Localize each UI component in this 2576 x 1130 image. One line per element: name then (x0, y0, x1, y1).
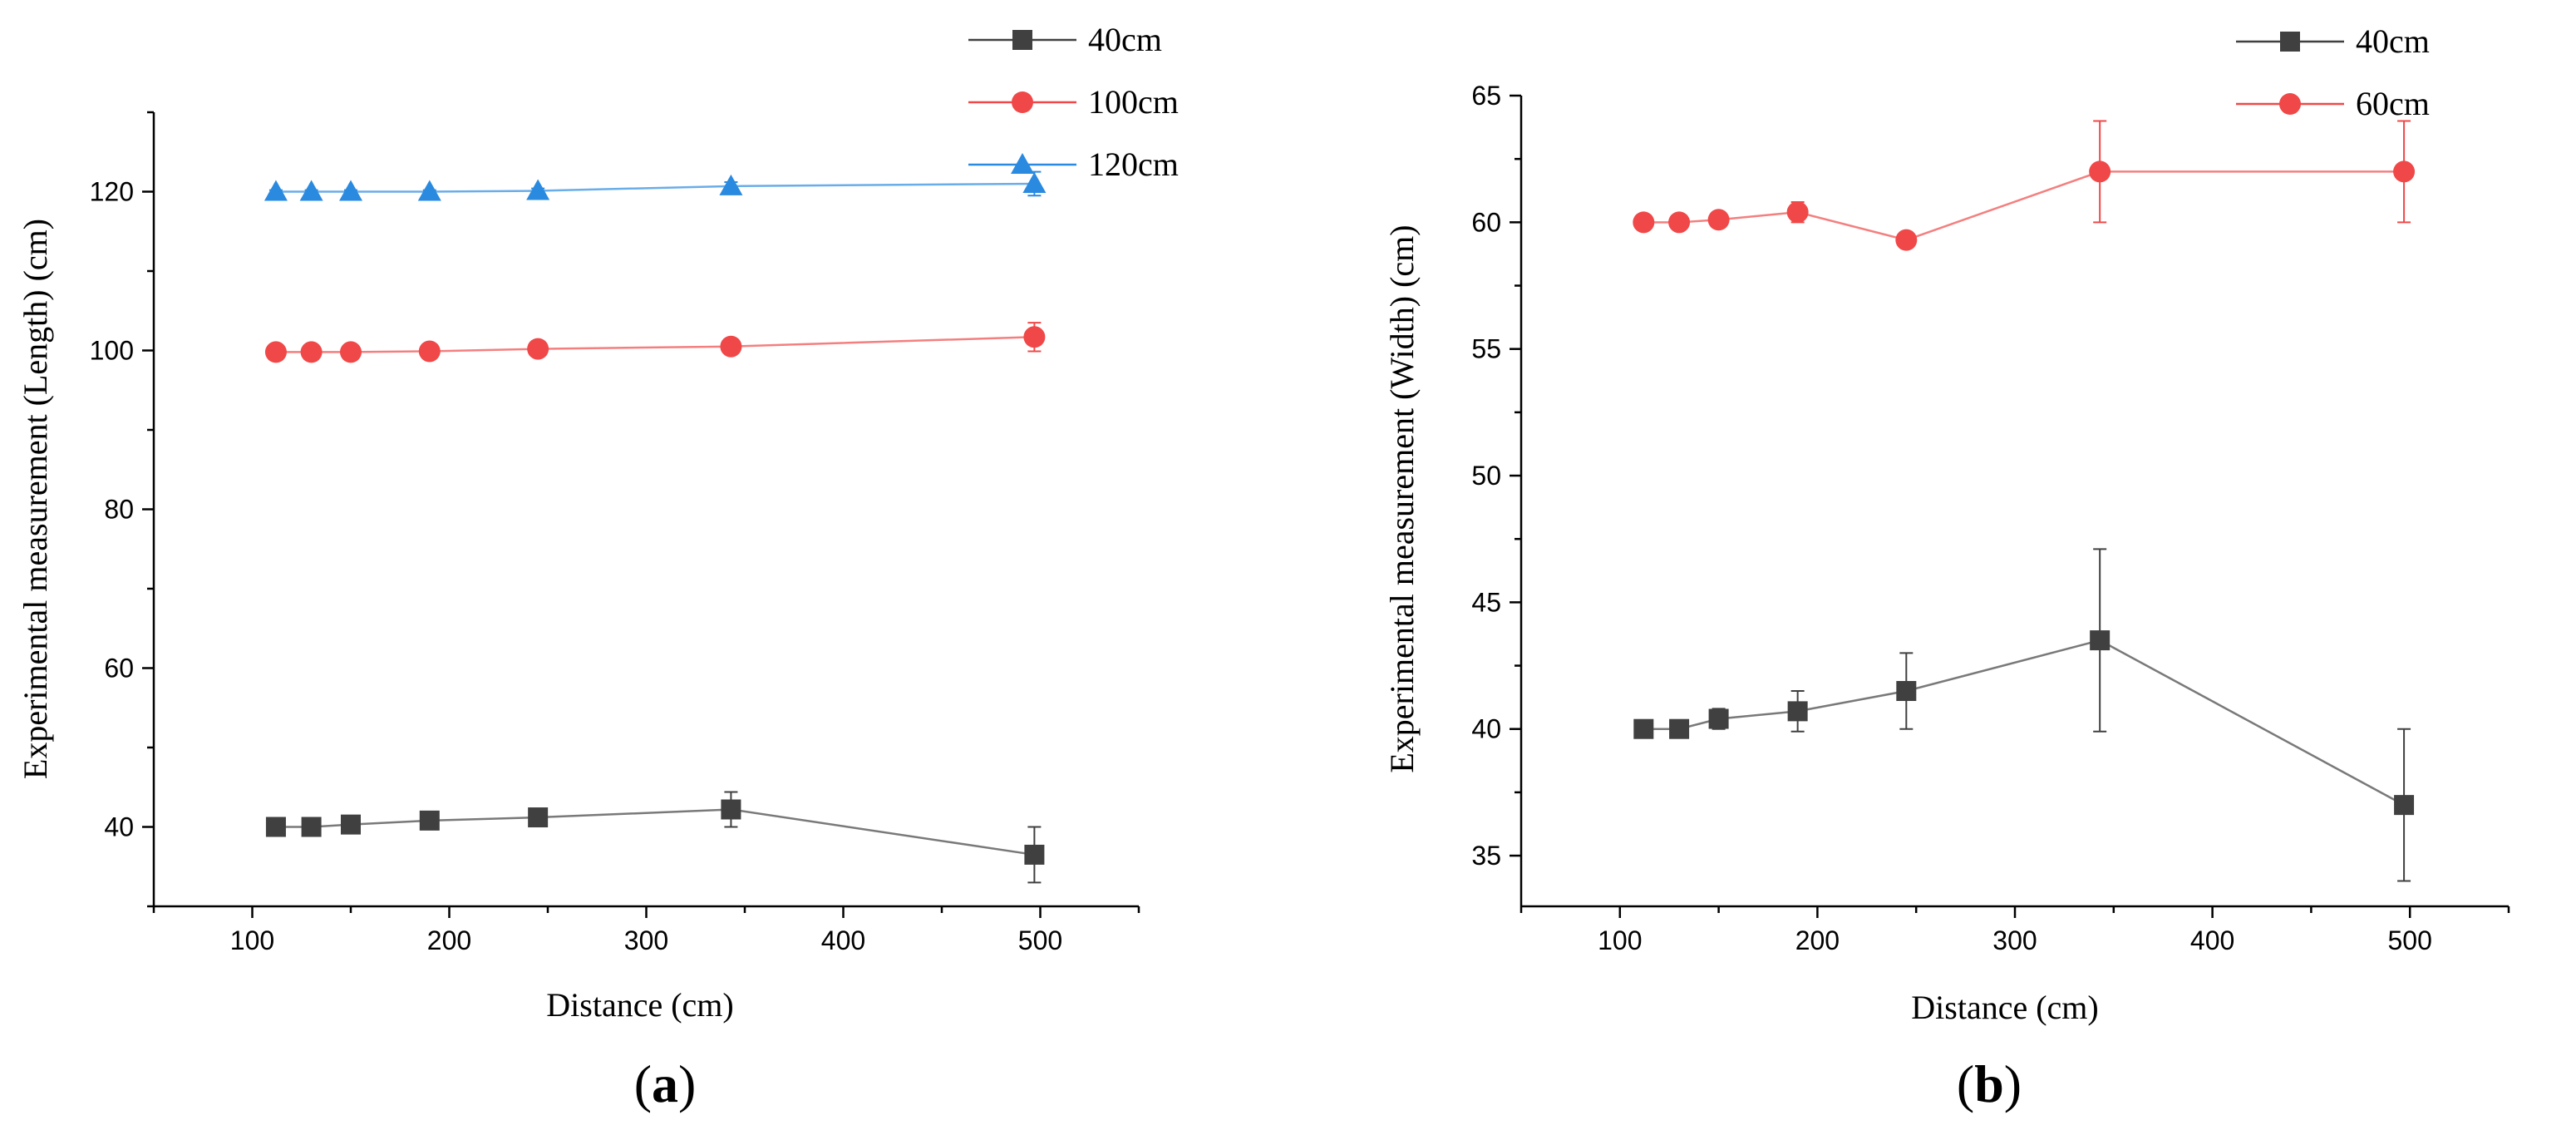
panel-a-series-100cm-point (264, 341, 287, 363)
panel-b-marks: 35 40 45 50 55 60 65 100 200 300 400 500 40cm 60cm (1471, 22, 2510, 955)
panel-b-series-60cm-point (1895, 229, 1918, 251)
panel-b-series-60cm-point (1707, 209, 1730, 231)
panel-b-y-axis-title: Experimental measurement (Width) (cm) (1383, 225, 1421, 772)
panel-b-y-tick-label: 50 (1471, 461, 1501, 491)
panel-b-legend-item: 60cm (2236, 85, 2430, 122)
panel-a-legend-marker (1012, 30, 1032, 50)
panel-a-series-120cm-point (339, 180, 362, 201)
panel-b-x-axis-title: Distance (cm) (1911, 989, 2098, 1026)
panel-a-series-100cm-point (1023, 326, 1046, 348)
panel-a-x-tick-label: 200 (427, 925, 471, 955)
panel-a-legend-label: 100cm (1088, 83, 1179, 121)
panel-b-series-40cm-point (1896, 681, 1917, 702)
panel-a-series-40cm-line (275, 808, 1035, 856)
panel-b-series-60cm-point (2089, 160, 2111, 183)
panel-b-legend-marker (2280, 32, 2300, 52)
panel-a-series-100cm-point (527, 338, 549, 360)
panel-a-series-120cm-point (526, 179, 550, 200)
panel-a-series-100cm-point (720, 335, 742, 358)
panel-b-series-40cm (1633, 548, 2415, 882)
panel-b-x-tick-label: 100 (1598, 925, 1642, 955)
panel-a-x-axis-title: Distance (cm) (546, 986, 733, 1024)
panel-a-series-100cm-point (340, 341, 362, 363)
panel-b-y-tick-label: 65 (1471, 81, 1501, 111)
panel-a-series-40cm-point (301, 817, 322, 837)
panel-b-y-tick-label: 60 (1471, 207, 1501, 237)
panel-b-series-40cm-point (1633, 718, 1654, 739)
panel-b-series-40cm-point (1669, 718, 1690, 739)
panel-a-y-tick-label: 120 (90, 177, 134, 207)
panel-a-x-tick-label: 400 (821, 925, 865, 955)
panel-b-y-tick-label: 35 (1471, 841, 1501, 871)
panel-b-series-40cm-point (1708, 708, 1729, 729)
panel-b-legend-item: 40cm (2236, 22, 2430, 60)
panel-a-series-120cm-point (719, 174, 743, 195)
panel-b-legend-label: 60cm (2356, 85, 2430, 122)
chart-panel-a: 40 60 80 100 120 100 200 300 400 500 40cm 100cm 120c… (17, 21, 1179, 1113)
panel-a-series-120cm-point (417, 180, 441, 201)
panel-a-series-40cm-point (721, 799, 741, 820)
chart-panel-b: 35 40 45 50 55 60 65 100 200 300 400 500 40cm 60cm Di… (1383, 22, 2510, 1113)
panel-a-series-40cm-point (528, 807, 549, 828)
panel-a-series-100cm-point (300, 341, 323, 363)
panel-a-legend-item: 100cm (968, 83, 1179, 121)
panel-b-series-60cm-point (2393, 160, 2416, 183)
panel-a-series-100cm (264, 322, 1046, 363)
panel-a-x-tick-label: 100 (230, 925, 274, 955)
panel-b-label: (b) (1957, 1054, 2022, 1113)
panel-a-legend-item: 120cm (968, 146, 1179, 183)
panel-a-y-axis-title: Experimental measurement (Length) (cm) (17, 219, 54, 779)
panel-b-x-tick-label: 500 (2388, 925, 2432, 955)
panel-a-legend-label: 120cm (1088, 146, 1179, 183)
panel-a-series-40cm-point (341, 814, 361, 835)
panel-b-legend-marker (2279, 93, 2301, 115)
panel-a-series-120cm-point (1022, 171, 1047, 193)
panel-b-x-tick-label: 400 (2190, 925, 2234, 955)
panel-a-series-100cm-point (418, 340, 441, 363)
panel-a-legend-marker (1012, 91, 1033, 113)
panel-b-x-tick-label: 300 (1992, 925, 2037, 955)
panel-a-series-40cm-point (419, 810, 440, 831)
panel-a-series-100cm-line (275, 336, 1035, 353)
panel-b-series-60cm-point (1786, 201, 1809, 224)
panel-a-series-120cm (264, 170, 1047, 201)
panel-b-series-40cm-point (2394, 795, 2415, 816)
panel-a-legend-label: 40cm (1088, 21, 1162, 58)
panel-a-series-120cm-point (264, 180, 288, 201)
panel-b-series-60cm (1633, 120, 2416, 251)
panel-b-y-tick-label: 45 (1471, 587, 1501, 617)
panel-b-y-tick-label: 55 (1471, 334, 1501, 364)
panel-a-x-tick-label: 300 (624, 925, 668, 955)
panel-a-series-120cm-line (275, 182, 1035, 193)
panel-a-y-tick-label: 40 (104, 812, 134, 842)
panel-a-label: (a) (634, 1054, 697, 1113)
panel-a-marks: 40 60 80 100 120 100 200 300 400 500 40cm 100cm 120c… (90, 21, 1179, 955)
panel-a-series-40cm (265, 791, 1045, 884)
panel-a-legend-marker (1011, 153, 1034, 174)
panel-a-series-120cm-point (299, 180, 323, 201)
panel-a-y-tick-label: 60 (104, 654, 134, 683)
panel-a-series-40cm-point (265, 817, 286, 837)
panel-a-legend-item: 40cm (968, 21, 1162, 58)
panel-b-y-tick-label: 40 (1471, 714, 1501, 744)
panel-b-x-tick-label: 200 (1795, 925, 1840, 955)
panel-b-series-60cm-point (1633, 211, 1655, 234)
panel-b-series-60cm-point (1668, 211, 1691, 234)
panel-b-series-60cm-line (1643, 170, 2405, 241)
panel-a-x-tick-label: 500 (1018, 925, 1062, 955)
panel-a-y-tick-label: 80 (104, 495, 134, 525)
panel-a-series-40cm-point (1024, 844, 1045, 865)
panel-b-series-40cm-point (2090, 630, 2111, 651)
panel-b-series-40cm-point (1787, 701, 1808, 722)
panel-a-y-tick-label: 100 (90, 336, 134, 366)
panel-b-series-40cm-line (1643, 639, 2405, 807)
panel-b-legend-label: 40cm (2356, 22, 2430, 60)
